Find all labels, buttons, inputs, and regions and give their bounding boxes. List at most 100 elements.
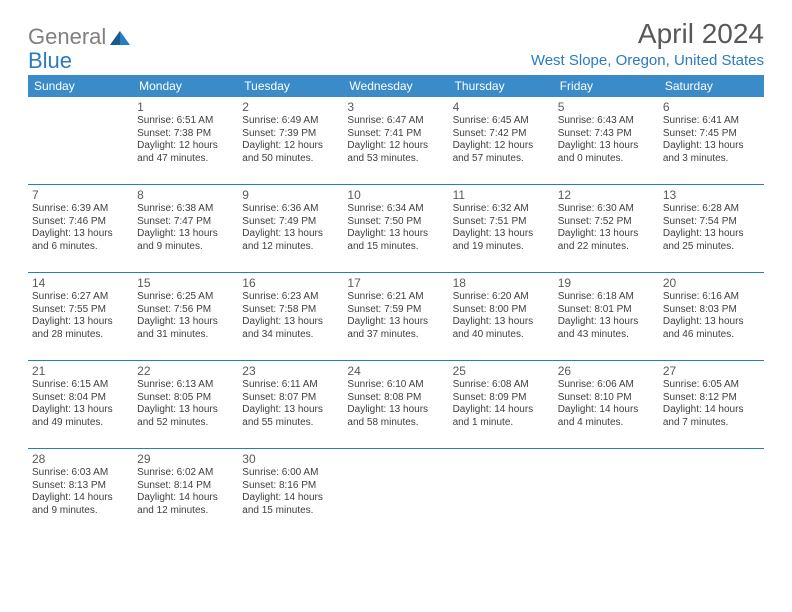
day-info: Sunrise: 6:49 AMSunset: 7:39 PMDaylight:…	[242, 115, 339, 165]
day-info: Sunrise: 6:36 AMSunset: 7:49 PMDaylight:…	[242, 203, 339, 253]
day-cell: 14Sunrise: 6:27 AMSunset: 7:55 PMDayligh…	[28, 273, 133, 361]
day-info: Sunrise: 6:08 AMSunset: 8:09 PMDaylight:…	[453, 379, 550, 429]
day-number: 2	[242, 100, 339, 114]
day-number: 24	[347, 364, 444, 378]
day-info: Sunrise: 6:13 AMSunset: 8:05 PMDaylight:…	[137, 379, 234, 429]
week-row: 7Sunrise: 6:39 AMSunset: 7:46 PMDaylight…	[28, 185, 764, 273]
day-info: Sunrise: 6:47 AMSunset: 7:41 PMDaylight:…	[347, 115, 444, 165]
day-number: 28	[32, 452, 129, 466]
day-cell: 20Sunrise: 6:16 AMSunset: 8:03 PMDayligh…	[659, 273, 764, 361]
header: General April 2024 West Slope, Oregon, U…	[28, 18, 764, 69]
day-info: Sunrise: 6:34 AMSunset: 7:50 PMDaylight:…	[347, 203, 444, 253]
day-info: Sunrise: 6:05 AMSunset: 8:12 PMDaylight:…	[663, 379, 760, 429]
logo-triangle-icon	[110, 29, 130, 45]
day-number: 22	[137, 364, 234, 378]
week-row: 21Sunrise: 6:15 AMSunset: 8:04 PMDayligh…	[28, 361, 764, 449]
day-number: 10	[347, 188, 444, 202]
day-info: Sunrise: 6:03 AMSunset: 8:13 PMDaylight:…	[32, 467, 129, 517]
day-cell: 24Sunrise: 6:10 AMSunset: 8:08 PMDayligh…	[343, 361, 448, 449]
day-number: 11	[453, 188, 550, 202]
day-number: 1	[137, 100, 234, 114]
day-number: 14	[32, 276, 129, 290]
day-cell: 30Sunrise: 6:00 AMSunset: 8:16 PMDayligh…	[238, 449, 343, 537]
day-info: Sunrise: 6:15 AMSunset: 8:04 PMDaylight:…	[32, 379, 129, 429]
weekday-friday: Friday	[554, 75, 659, 97]
day-number: 23	[242, 364, 339, 378]
day-number: 16	[242, 276, 339, 290]
day-info: Sunrise: 6:43 AMSunset: 7:43 PMDaylight:…	[558, 115, 655, 165]
day-cell: 7Sunrise: 6:39 AMSunset: 7:46 PMDaylight…	[28, 185, 133, 273]
day-cell: 4Sunrise: 6:45 AMSunset: 7:42 PMDaylight…	[449, 97, 554, 185]
empty-cell	[28, 97, 133, 185]
day-info: Sunrise: 6:20 AMSunset: 8:00 PMDaylight:…	[453, 291, 550, 341]
day-number: 7	[32, 188, 129, 202]
day-info: Sunrise: 6:39 AMSunset: 7:46 PMDaylight:…	[32, 203, 129, 253]
day-info: Sunrise: 6:25 AMSunset: 7:56 PMDaylight:…	[137, 291, 234, 341]
week-row: 1Sunrise: 6:51 AMSunset: 7:38 PMDaylight…	[28, 97, 764, 185]
day-cell: 26Sunrise: 6:06 AMSunset: 8:10 PMDayligh…	[554, 361, 659, 449]
day-cell: 29Sunrise: 6:02 AMSunset: 8:14 PMDayligh…	[133, 449, 238, 537]
day-info: Sunrise: 6:51 AMSunset: 7:38 PMDaylight:…	[137, 115, 234, 165]
day-number: 29	[137, 452, 234, 466]
day-info: Sunrise: 6:10 AMSunset: 8:08 PMDaylight:…	[347, 379, 444, 429]
day-cell: 5Sunrise: 6:43 AMSunset: 7:43 PMDaylight…	[554, 97, 659, 185]
day-number: 18	[453, 276, 550, 290]
weekday-tuesday: Tuesday	[238, 75, 343, 97]
day-number: 8	[137, 188, 234, 202]
day-info: Sunrise: 6:45 AMSunset: 7:42 PMDaylight:…	[453, 115, 550, 165]
day-cell: 21Sunrise: 6:15 AMSunset: 8:04 PMDayligh…	[28, 361, 133, 449]
day-number: 13	[663, 188, 760, 202]
day-info: Sunrise: 6:28 AMSunset: 7:54 PMDaylight:…	[663, 203, 760, 253]
calendar-table: SundayMondayTuesdayWednesdayThursdayFrid…	[28, 75, 764, 536]
day-cell: 22Sunrise: 6:13 AMSunset: 8:05 PMDayligh…	[133, 361, 238, 449]
day-number: 25	[453, 364, 550, 378]
day-info: Sunrise: 6:21 AMSunset: 7:59 PMDaylight:…	[347, 291, 444, 341]
day-cell: 9Sunrise: 6:36 AMSunset: 7:49 PMDaylight…	[238, 185, 343, 273]
week-row: 14Sunrise: 6:27 AMSunset: 7:55 PMDayligh…	[28, 273, 764, 361]
day-cell: 12Sunrise: 6:30 AMSunset: 7:52 PMDayligh…	[554, 185, 659, 273]
day-cell: 1Sunrise: 6:51 AMSunset: 7:38 PMDaylight…	[133, 97, 238, 185]
day-number: 15	[137, 276, 234, 290]
day-number: 30	[242, 452, 339, 466]
empty-cell	[449, 449, 554, 537]
day-number: 4	[453, 100, 550, 114]
day-info: Sunrise: 6:32 AMSunset: 7:51 PMDaylight:…	[453, 203, 550, 253]
day-number: 17	[347, 276, 444, 290]
day-number: 21	[32, 364, 129, 378]
logo-text-blue: Blue	[28, 48, 72, 73]
empty-cell	[343, 449, 448, 537]
day-info: Sunrise: 6:38 AMSunset: 7:47 PMDaylight:…	[137, 203, 234, 253]
day-number: 5	[558, 100, 655, 114]
day-cell: 10Sunrise: 6:34 AMSunset: 7:50 PMDayligh…	[343, 185, 448, 273]
weekday-monday: Monday	[133, 75, 238, 97]
logo-text-gray: General	[28, 24, 106, 50]
day-cell: 2Sunrise: 6:49 AMSunset: 7:39 PMDaylight…	[238, 97, 343, 185]
day-cell: 6Sunrise: 6:41 AMSunset: 7:45 PMDaylight…	[659, 97, 764, 185]
day-cell: 27Sunrise: 6:05 AMSunset: 8:12 PMDayligh…	[659, 361, 764, 449]
weekday-thursday: Thursday	[449, 75, 554, 97]
day-number: 9	[242, 188, 339, 202]
day-cell: 13Sunrise: 6:28 AMSunset: 7:54 PMDayligh…	[659, 185, 764, 273]
day-info: Sunrise: 6:16 AMSunset: 8:03 PMDaylight:…	[663, 291, 760, 341]
day-cell: 8Sunrise: 6:38 AMSunset: 7:47 PMDaylight…	[133, 185, 238, 273]
month-title: April 2024	[531, 18, 764, 50]
weekday-saturday: Saturday	[659, 75, 764, 97]
day-info: Sunrise: 6:18 AMSunset: 8:01 PMDaylight:…	[558, 291, 655, 341]
day-info: Sunrise: 6:11 AMSunset: 8:07 PMDaylight:…	[242, 379, 339, 429]
day-cell: 16Sunrise: 6:23 AMSunset: 7:58 PMDayligh…	[238, 273, 343, 361]
logo: General	[28, 24, 132, 50]
day-cell: 17Sunrise: 6:21 AMSunset: 7:59 PMDayligh…	[343, 273, 448, 361]
day-cell: 28Sunrise: 6:03 AMSunset: 8:13 PMDayligh…	[28, 449, 133, 537]
day-info: Sunrise: 6:00 AMSunset: 8:16 PMDaylight:…	[242, 467, 339, 517]
day-number: 3	[347, 100, 444, 114]
day-info: Sunrise: 6:06 AMSunset: 8:10 PMDaylight:…	[558, 379, 655, 429]
day-info: Sunrise: 6:27 AMSunset: 7:55 PMDaylight:…	[32, 291, 129, 341]
day-cell: 19Sunrise: 6:18 AMSunset: 8:01 PMDayligh…	[554, 273, 659, 361]
weekday-wednesday: Wednesday	[343, 75, 448, 97]
day-number: 19	[558, 276, 655, 290]
day-cell: 23Sunrise: 6:11 AMSunset: 8:07 PMDayligh…	[238, 361, 343, 449]
day-number: 26	[558, 364, 655, 378]
day-number: 6	[663, 100, 760, 114]
day-info: Sunrise: 6:30 AMSunset: 7:52 PMDaylight:…	[558, 203, 655, 253]
day-number: 12	[558, 188, 655, 202]
